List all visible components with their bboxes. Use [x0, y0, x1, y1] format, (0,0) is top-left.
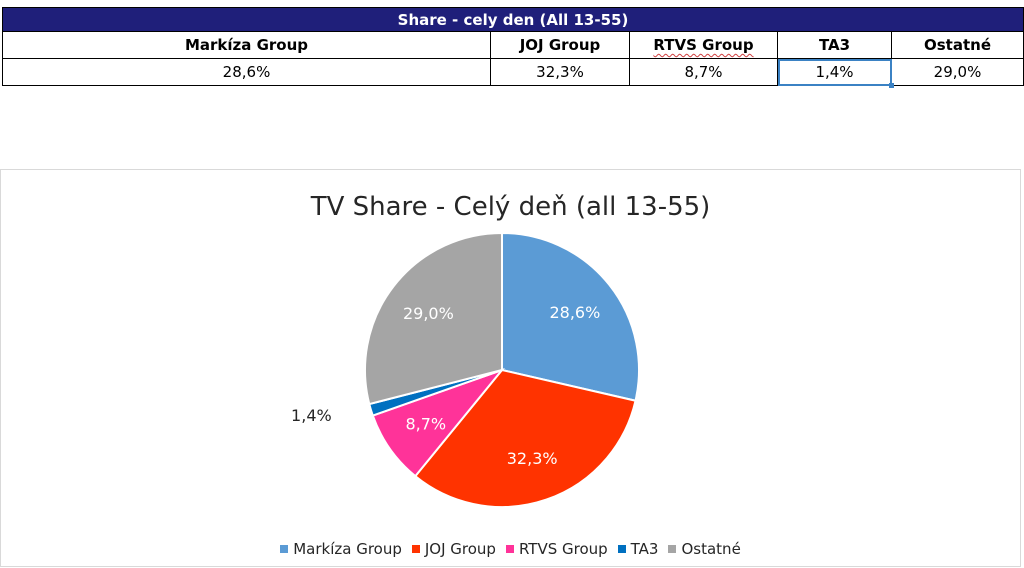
pie-slice-markiza-group[interactable]	[501, 231, 640, 402]
header-markiza[interactable]: Markíza Group	[2, 32, 491, 59]
legend-label: Markíza Group	[293, 540, 402, 558]
data-label-joj-group: 32,3%	[507, 449, 558, 468]
data-label-markiza-group: 28,6%	[549, 303, 600, 322]
table-header-row: Markíza Group JOJ Group RTVS Group TA3 O…	[2, 32, 1024, 59]
header-rtvs[interactable]: RTVS Group	[630, 32, 778, 59]
legend-swatch	[280, 545, 289, 553]
chart-legend: Markíza Group JOJ Group RTVS Group TA3 Ostat…	[1, 540, 1020, 558]
legend-item-markiza-group[interactable]: Markíza Group	[280, 540, 402, 558]
legend-label: TA3	[630, 540, 659, 558]
pie-slice-ostatne[interactable]	[364, 231, 503, 406]
legend-label: RTVS Group	[518, 540, 608, 558]
legend-item-ostatne[interactable]: Ostatné	[668, 540, 741, 558]
data-label-ta3: 1,4%	[291, 406, 332, 425]
table-value-row: 28,6% 32,3% 8,7% 1,4% 29,0%	[2, 59, 1024, 88]
share-table: Share - cely den (All 13-55) Markíza Gro…	[2, 7, 1024, 88]
pie-chart-container[interactable]: TV Share - Celý deň (all 13-55) 28,6% 32,…	[0, 169, 1021, 567]
header-ta3[interactable]: TA3	[778, 32, 892, 59]
legend-item-joj-group[interactable]: JOJ Group	[411, 540, 496, 558]
value-rtvs[interactable]: 8,7%	[630, 59, 778, 86]
header-ostatne[interactable]: Ostatné	[892, 32, 1024, 59]
legend-item-ta3[interactable]: TA3	[617, 540, 659, 558]
legend-label: Ostatné	[681, 540, 741, 558]
value-ta3-selected-cell[interactable]: 1,4%	[778, 59, 894, 88]
legend-item-rtvs-group[interactable]: RTVS Group	[505, 540, 608, 558]
legend-swatch	[617, 545, 626, 553]
data-label-ostatne: 29,0%	[403, 304, 454, 323]
value-markiza[interactable]: 28,6%	[2, 59, 491, 86]
pie-chart[interactable]: 28,6% 32,3% 8,7% 1,4% 29,0%	[1, 170, 1020, 566]
table-title[interactable]: Share - cely den (All 13-55)	[2, 7, 1024, 32]
legend-swatch	[505, 545, 514, 553]
legend-label: JOJ Group	[424, 540, 496, 558]
legend-swatch	[668, 545, 677, 553]
value-joj[interactable]: 32,3%	[491, 59, 630, 86]
legend-swatch	[411, 545, 420, 553]
value-ostatne[interactable]: 29,0%	[892, 59, 1024, 86]
data-label-rtvs-group: 8,7%	[405, 415, 446, 434]
header-rtvs-text: RTVS Group	[653, 36, 754, 54]
header-joj[interactable]: JOJ Group	[491, 32, 630, 59]
pie-slice-joj-group[interactable]	[413, 368, 637, 508]
chart-title: TV Share - Celý deň (all 13-55)	[310, 192, 711, 222]
